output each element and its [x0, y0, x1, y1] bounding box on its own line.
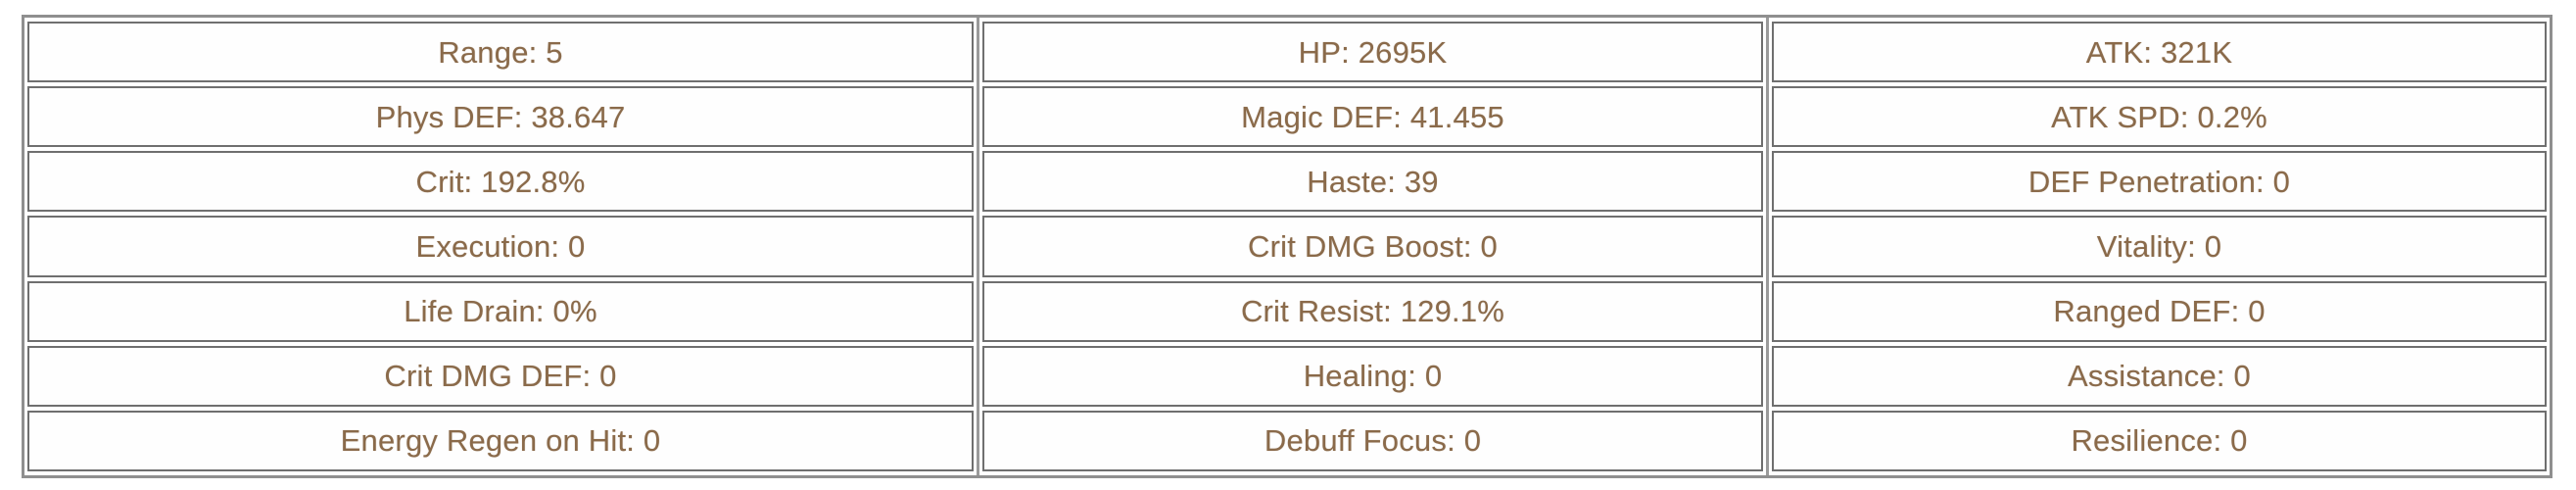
stat-label-crit-dmg-boost: Crit DMG Boost: 0 [1248, 228, 1498, 264]
stat-cell-crit-dmg-boost: Crit DMG Boost: 0 [982, 216, 1763, 277]
stat-label-energy-regen-on-hit: Energy Regen on Hit: 0 [340, 423, 661, 459]
stat-cell-atk: ATK: 321K [1772, 22, 2547, 83]
stat-cell-energy-regen-on-hit: Energy Regen on Hit: 0 [27, 410, 974, 471]
stat-label-life-drain: Life Drain: 0% [404, 294, 597, 329]
stat-cell-def-penetration: DEF Penetration: 0 [1772, 151, 2547, 213]
stat-label-crit-dmg-def: Crit DMG DEF: 0 [384, 359, 617, 394]
stat-label-vitality: Vitality: 0 [2096, 228, 2222, 264]
stat-label-resilience: Resilience: 0 [2071, 423, 2248, 459]
stat-cell-haste: Haste: 39 [982, 151, 1763, 213]
stat-cell-resilience: Resilience: 0 [1772, 410, 2547, 471]
stat-cell-crit-resist: Crit Resist: 129.1% [982, 280, 1763, 342]
stat-label-ranged-def: Ranged DEF: 0 [2053, 294, 2266, 329]
stat-label-phys-def: Phys DEF: 38.647 [375, 99, 626, 134]
stat-cell-vitality: Vitality: 0 [1772, 216, 2547, 277]
stat-label-atk: ATK: 321K [2085, 34, 2233, 70]
stat-cell-assistance: Assistance: 0 [1772, 345, 2547, 407]
stat-cell-atk-spd: ATK SPD: 0.2% [1772, 86, 2547, 148]
stat-cell-execution: Execution: 0 [27, 216, 974, 277]
stat-cell-phys-def: Phys DEF: 38.647 [27, 86, 974, 148]
stat-label-magic-def: Magic DEF: 41.455 [1241, 99, 1504, 134]
stat-cell-ranged-def: Ranged DEF: 0 [1772, 280, 2547, 342]
stats-column-1: Range: 5 Phys DEF: 38.647 Crit: 192.8% E… [24, 18, 977, 475]
stat-cell-life-drain: Life Drain: 0% [27, 280, 974, 342]
stat-label-execution: Execution: 0 [415, 228, 586, 264]
stat-cell-hp: HP: 2695K [982, 22, 1763, 83]
stat-label-atk-spd: ATK SPD: 0.2% [2051, 99, 2267, 134]
stats-column-3: ATK: 321K ATK SPD: 0.2% DEF Penetration:… [1766, 18, 2550, 475]
stat-cell-magic-def: Magic DEF: 41.455 [982, 86, 1763, 148]
stat-label-def-penetration: DEF Penetration: 0 [2027, 164, 2291, 199]
stat-label-hp: HP: 2695K [1298, 34, 1448, 70]
stat-label-range: Range: 5 [438, 34, 563, 70]
stat-label-crit-resist: Crit Resist: 129.1% [1240, 294, 1505, 329]
stat-cell-crit-dmg-def: Crit DMG DEF: 0 [27, 345, 974, 407]
stat-label-assistance: Assistance: 0 [2068, 359, 2251, 394]
stat-cell-crit: Crit: 192.8% [27, 151, 974, 213]
stats-column-2: HP: 2695K Magic DEF: 41.455 Haste: 39 Cr… [977, 18, 1766, 475]
stat-cell-range: Range: 5 [27, 22, 974, 83]
stats-columns-container: Range: 5 Phys DEF: 38.647 Crit: 192.8% E… [24, 18, 2550, 475]
stat-label-haste: Haste: 39 [1307, 164, 1439, 199]
stats-table-frame: Range: 5 Phys DEF: 38.647 Crit: 192.8% E… [22, 15, 2552, 478]
stat-cell-debuff-focus: Debuff Focus: 0 [982, 410, 1763, 471]
stat-cell-healing: Healing: 0 [982, 345, 1763, 407]
stat-label-crit: Crit: 192.8% [415, 164, 586, 199]
stat-label-healing: Healing: 0 [1303, 359, 1443, 394]
stat-label-debuff-focus: Debuff Focus: 0 [1264, 423, 1482, 459]
